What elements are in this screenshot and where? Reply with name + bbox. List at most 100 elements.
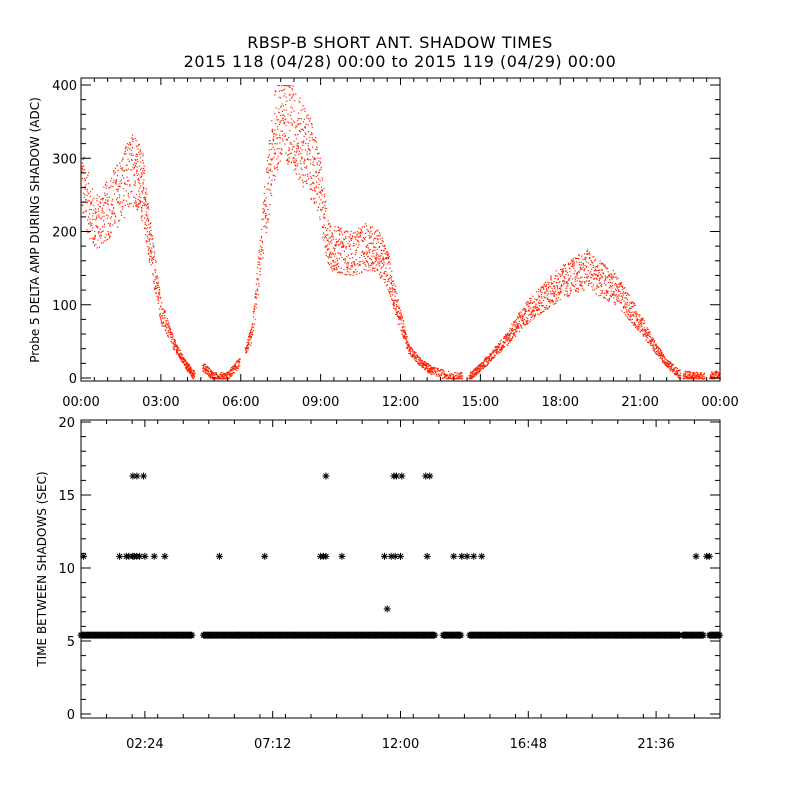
top-data-point <box>529 297 531 300</box>
top-data-point <box>657 346 659 348</box>
top-data-point <box>81 204 83 206</box>
top-data-point <box>131 137 133 139</box>
top-data-point <box>159 315 161 317</box>
top-data-point <box>511 323 513 325</box>
top-data-point <box>598 295 600 297</box>
top-data-point <box>92 227 94 229</box>
top-data-point <box>297 147 299 149</box>
top-data-point <box>145 240 147 242</box>
top-data-point <box>324 193 326 195</box>
top-data-point <box>495 350 497 352</box>
top-data-point <box>448 378 450 380</box>
top-data-point <box>140 152 142 154</box>
top-data-point <box>302 121 305 123</box>
top-data-point <box>691 374 693 376</box>
top-data-point <box>250 330 252 332</box>
top-data-point <box>168 326 170 328</box>
top-data-point <box>577 257 579 260</box>
top-data-point <box>375 254 377 256</box>
top-data-point <box>203 366 205 368</box>
top-data-point <box>294 164 296 166</box>
top-data-point <box>367 270 369 272</box>
top-data-point <box>426 369 428 371</box>
top-data-point <box>252 311 254 313</box>
top-data-point <box>318 178 320 180</box>
top-data-point <box>178 356 180 359</box>
top-data-point <box>265 168 268 170</box>
top-data-point <box>507 338 509 340</box>
top-data-point <box>127 168 129 170</box>
top-data-point <box>639 324 641 326</box>
top-data-point <box>526 323 528 325</box>
top-data-point <box>210 376 212 378</box>
top-data-point <box>630 307 632 309</box>
top-data-point <box>105 194 107 196</box>
top-data-point <box>355 269 357 271</box>
top-data-point <box>524 312 526 314</box>
top-data-point <box>584 258 587 261</box>
top-data-point <box>379 263 381 265</box>
top-data-point <box>704 378 706 380</box>
top-data-point <box>362 262 364 265</box>
top-data-point <box>717 372 719 374</box>
top-data-point <box>696 375 698 377</box>
top-data-point <box>520 319 522 321</box>
top-data-point <box>524 309 526 311</box>
top-data-point <box>478 366 480 368</box>
top-data-point <box>608 274 610 276</box>
top-data-point <box>511 339 513 341</box>
top-data-point <box>539 309 541 311</box>
top-data-point <box>293 162 295 164</box>
top-data-point <box>296 165 298 167</box>
top-data-point <box>353 242 355 244</box>
top-data-point <box>285 96 287 98</box>
top-data-point <box>320 186 323 188</box>
top-data-point <box>213 372 215 374</box>
top-data-point <box>325 207 328 210</box>
top-data-point <box>175 345 177 347</box>
top-data-point <box>330 225 332 227</box>
top-data-point <box>292 157 294 159</box>
top-data-point <box>143 179 145 181</box>
top-data-point <box>520 311 522 313</box>
top-data-point <box>394 300 396 302</box>
top-data-point <box>305 142 307 144</box>
top-data-point <box>93 244 96 247</box>
top-data-point <box>519 331 521 333</box>
top-data-point <box>304 149 306 151</box>
top-data-point <box>294 121 296 123</box>
top-data-point <box>148 219 150 221</box>
top-data-point <box>449 376 452 378</box>
top-data-point <box>143 187 145 189</box>
top-data-point <box>392 303 394 305</box>
top-data-point <box>148 248 150 250</box>
top-data-point <box>326 239 328 242</box>
top-data-point <box>412 356 414 358</box>
top-data-point <box>302 141 304 143</box>
top-data-point <box>586 266 588 268</box>
top-data-point <box>609 274 611 276</box>
top-data-point <box>687 376 689 378</box>
top-data-point <box>669 366 671 368</box>
top-data-point <box>265 197 267 199</box>
top-data-point <box>538 297 540 299</box>
top-data-point <box>332 234 334 236</box>
top-data-point <box>192 373 194 375</box>
top-data-point <box>128 203 131 205</box>
top-data-point <box>639 330 641 332</box>
top-data-point <box>352 274 354 276</box>
top-data-point <box>579 266 581 268</box>
top-data-point <box>123 195 125 197</box>
top-data-point <box>151 247 153 249</box>
top-data-point <box>177 349 179 351</box>
top-data-point <box>224 377 226 379</box>
top-data-point <box>114 172 116 174</box>
top-data-point <box>82 204 84 206</box>
top-data-point <box>120 212 122 214</box>
top-data-point <box>627 313 629 315</box>
top-data-point <box>288 157 290 159</box>
top-data-point <box>331 235 333 237</box>
top-data-point <box>265 216 267 218</box>
top-data-point <box>273 166 275 168</box>
top-data-point <box>602 272 604 274</box>
